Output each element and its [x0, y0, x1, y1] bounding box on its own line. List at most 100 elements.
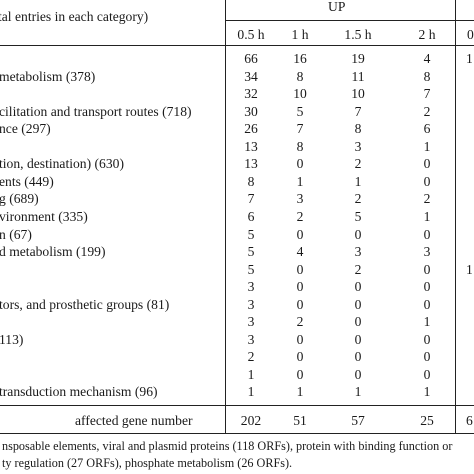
cropped-right-header: 0	[467, 27, 474, 42]
row-label: vironment (335)	[0, 209, 88, 224]
cell-0.5h: 5	[247, 226, 255, 242]
total-cropped-right: 6	[466, 413, 473, 428]
cell-1h: 7	[296, 121, 304, 137]
cell-1h: 0	[296, 366, 304, 382]
cell-1h: 0	[296, 156, 304, 172]
cell-2h: 0	[423, 331, 431, 347]
total-1.5h: 57	[351, 413, 365, 428]
cell-1.5h: 5	[354, 209, 362, 224]
up-group-label: UP	[328, 0, 346, 14]
cell-1.5h: 0	[354, 349, 362, 365]
cell-0.5h: 3	[247, 314, 255, 330]
row-label: metabolism (378)	[0, 68, 96, 84]
cell-2h: 6	[423, 121, 431, 137]
cell-1h: 0	[296, 261, 304, 277]
cell-1.5h: 2	[354, 191, 362, 207]
row-label: tors, and prosthetic groups (81)	[0, 296, 170, 312]
cell-1.5h: 10	[351, 86, 365, 102]
timepoint-header-1h: 1 h	[291, 27, 309, 42]
row-label: nce (297)	[0, 121, 51, 137]
cell-2h: 7	[423, 86, 431, 102]
cell-2h: 0	[423, 173, 431, 189]
cell-1.5h: 3	[354, 244, 362, 260]
total-1h: 51	[293, 413, 307, 428]
cell-2h: 0	[423, 349, 431, 365]
rule-right-of-up-group	[455, 0, 456, 433]
cell-2h: 2	[423, 191, 431, 207]
timepoint-header-2h: 2 h	[418, 27, 436, 42]
cell-1h: 4	[296, 244, 304, 260]
cell-1h: 0	[296, 331, 304, 347]
cell-2h: 1	[423, 209, 431, 224]
cell-cropped-right: 1	[466, 261, 473, 277]
cell-0.5h: 5	[247, 261, 255, 277]
cell-2h: 0	[423, 226, 431, 242]
cell-1h: 5	[296, 103, 304, 119]
cell-1.5h: 0	[354, 366, 362, 382]
row-label: tion, destination) (630)	[0, 156, 124, 172]
rule-left-of-data	[225, 0, 226, 433]
cell-0.5h: 3	[247, 331, 255, 347]
cell-0.5h: 32	[244, 86, 258, 102]
cell-1.5h: 11	[351, 68, 365, 84]
footnote-line-2: ty regulation (27 ORFs), phosphate metab…	[2, 456, 293, 470]
cell-1h: 0	[296, 226, 304, 242]
cell-1h: 10	[293, 86, 307, 102]
rule-under-column-headers	[0, 45, 474, 46]
cell-0.5h: 5	[247, 244, 255, 260]
cell-0.5h: 2	[247, 349, 255, 365]
row-label: cilitation and transport routes (718)	[0, 103, 192, 119]
cell-0.5h: 1	[247, 366, 255, 382]
rule-above-total	[0, 405, 474, 406]
cell-2h: 0	[423, 279, 431, 295]
cell-0.5h: 13	[244, 138, 258, 154]
cell-2h: 2	[423, 103, 431, 119]
cell-0.5h: 7	[247, 191, 255, 207]
cell-2h: 0	[423, 156, 431, 172]
total-2h: 25	[420, 413, 434, 428]
cell-1h: 2	[296, 209, 304, 224]
footnote-line-1: nsposable elements, viral and plasmid pr…	[2, 439, 453, 453]
rule-below-total	[0, 433, 474, 434]
cell-1h: 0	[296, 296, 304, 312]
cell-1.5h: 0	[354, 331, 362, 347]
cell-1h: 0	[296, 349, 304, 365]
cell-2h: 0	[423, 261, 431, 277]
cell-1h: 3	[296, 191, 304, 207]
cell-1h: 1	[296, 173, 304, 189]
cell-0.5h: 66	[244, 51, 258, 66]
row-label: transduction mechanism (96)	[0, 384, 158, 400]
cell-1.5h: 0	[354, 226, 362, 242]
cell-2h: 4	[423, 51, 431, 66]
cell-1h: 1	[296, 384, 304, 400]
cell-1h: 2	[296, 314, 304, 330]
cell-1.5h: 0	[354, 279, 362, 295]
cell-1.5h: 0	[354, 296, 362, 312]
cell-2h: 0	[423, 366, 431, 382]
row-label: 113)	[0, 331, 24, 347]
cell-0.5h: 30	[244, 103, 258, 119]
cell-0.5h: 8	[247, 173, 255, 189]
cell-1h: 8	[296, 138, 304, 154]
row-label: d metabolism (199)	[0, 244, 106, 260]
cell-0.5h: 34	[244, 68, 258, 84]
cell-1.5h: 8	[354, 121, 362, 137]
timepoint-header-1.5h: 1.5 h	[344, 27, 372, 42]
cell-1h: 8	[296, 68, 304, 84]
cell-2h: 0	[423, 296, 431, 312]
cell-1.5h: 1	[354, 384, 362, 400]
row-label: n (67)	[0, 226, 32, 242]
rule-under-group-header	[225, 20, 474, 21]
cell-0.5h: 1	[247, 384, 255, 400]
cell-1.5h: 0	[354, 314, 362, 330]
cell-1h: 0	[296, 279, 304, 295]
cell-0.5h: 3	[247, 296, 255, 312]
total-row-label: affected gene number	[75, 413, 193, 428]
row-label: g (689)	[0, 191, 39, 207]
cell-1.5h: 2	[354, 156, 362, 172]
cell-1.5h: 19	[351, 51, 365, 66]
cell-1.5h: 1	[354, 173, 362, 189]
cell-1.5h: 3	[354, 138, 362, 154]
category-column-title: tal entries in each category)	[0, 9, 149, 24]
cell-0.5h: 26	[244, 121, 258, 137]
